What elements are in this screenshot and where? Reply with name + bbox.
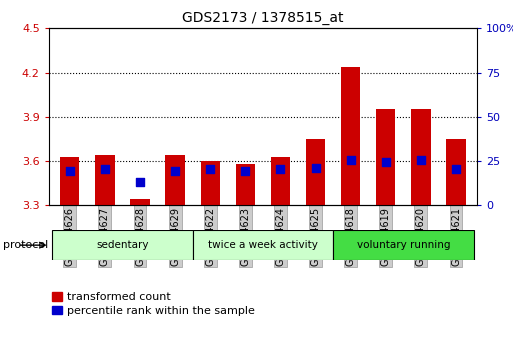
Bar — [193, 230, 333, 260]
Bar — [446, 139, 466, 205]
Point — [171, 168, 179, 173]
Point — [417, 158, 425, 163]
Bar — [306, 139, 325, 205]
Bar — [130, 199, 150, 205]
Point — [241, 168, 249, 173]
Text: sedentary: sedentary — [96, 240, 149, 250]
Point — [382, 159, 390, 165]
Point — [452, 166, 460, 172]
Bar — [333, 230, 473, 260]
Text: protocol: protocol — [3, 240, 48, 250]
Point — [136, 179, 144, 184]
Legend: transformed count, percentile rank within the sample: transformed count, percentile rank withi… — [52, 292, 255, 316]
Bar — [271, 156, 290, 205]
Bar — [52, 230, 193, 260]
Bar — [411, 109, 430, 205]
Bar — [341, 67, 360, 205]
Point — [206, 166, 214, 172]
Point — [347, 157, 355, 162]
Point — [66, 168, 74, 173]
Bar — [235, 164, 255, 205]
Text: twice a week activity: twice a week activity — [208, 240, 318, 250]
Point — [101, 166, 109, 172]
Bar — [166, 155, 185, 205]
Point — [311, 165, 320, 171]
Bar — [376, 109, 396, 205]
Bar — [60, 156, 80, 205]
Title: GDS2173 / 1378515_at: GDS2173 / 1378515_at — [182, 11, 344, 24]
Text: voluntary running: voluntary running — [357, 240, 450, 250]
Point — [277, 166, 285, 172]
Bar — [95, 155, 114, 205]
Bar — [201, 161, 220, 205]
